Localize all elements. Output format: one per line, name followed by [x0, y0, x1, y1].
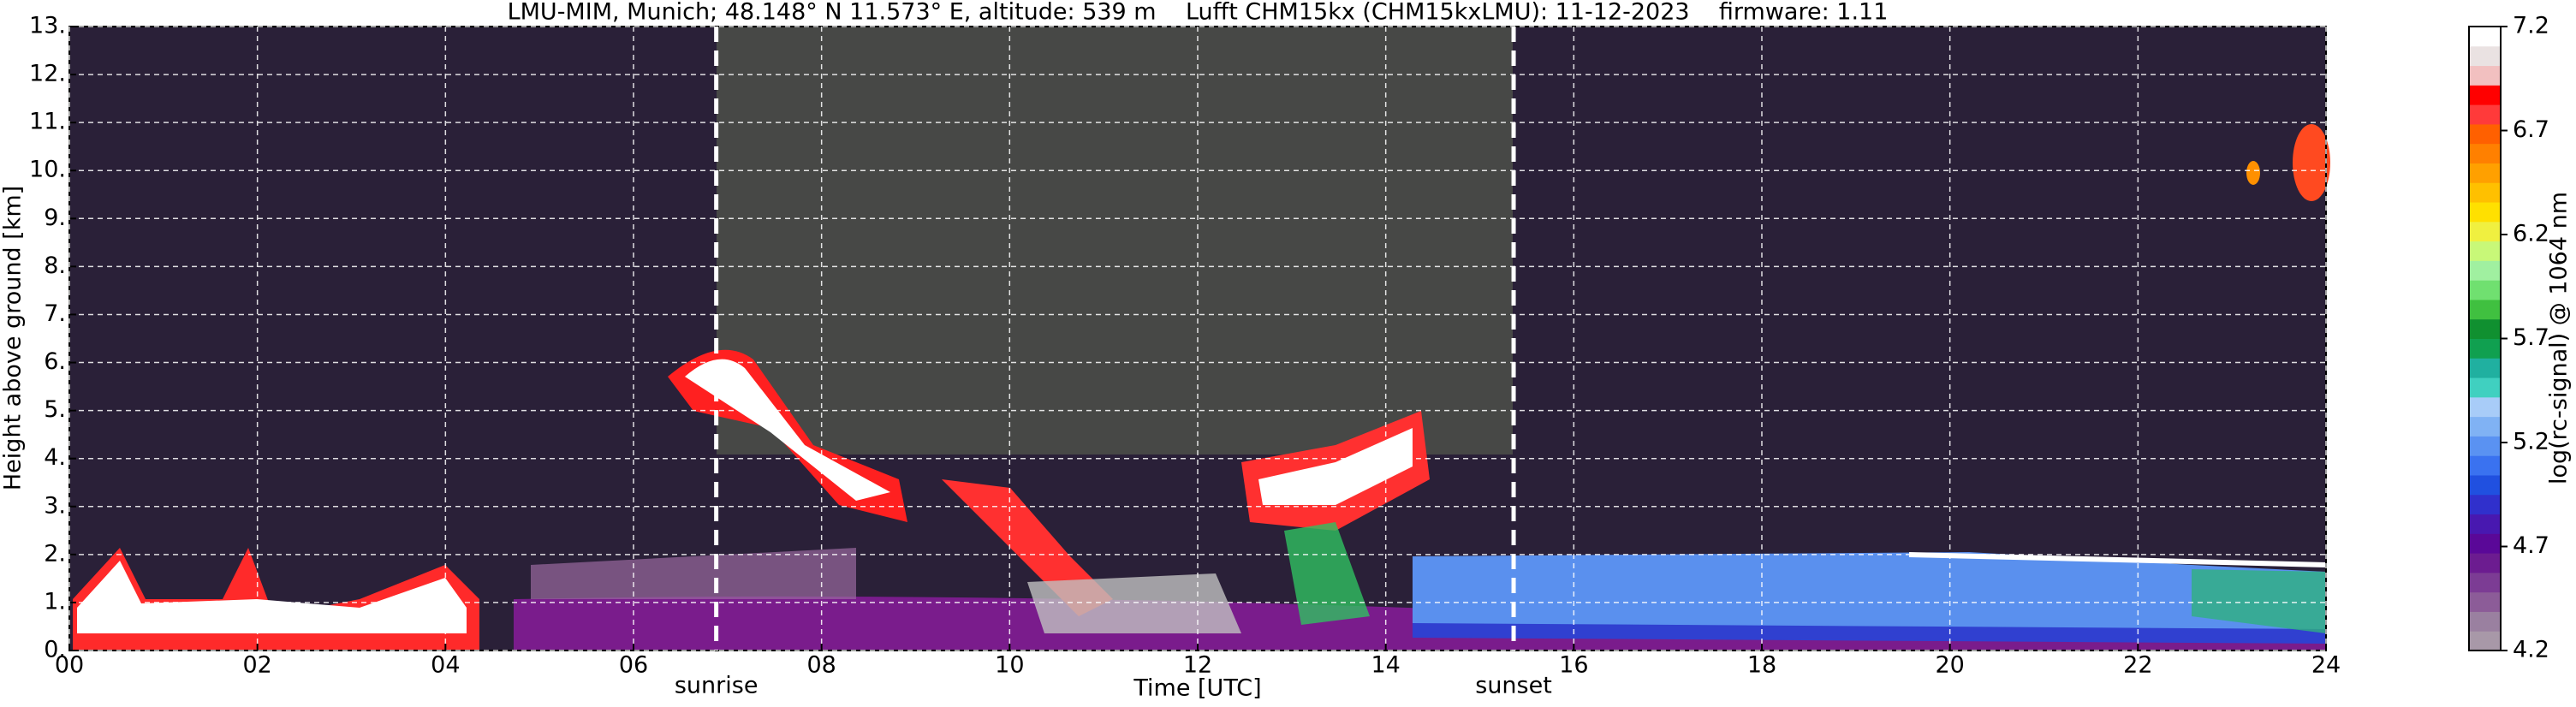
colorbar-band: [2469, 474, 2501, 496]
y-tick-label: 0.: [44, 637, 66, 663]
y-tick-label: 4.: [44, 444, 66, 471]
colorbar-band: [2469, 572, 2501, 593]
colorbar-tick-label: 5.7: [2513, 324, 2549, 351]
colorbar-band: [2469, 436, 2501, 456]
x-tick-label: 22: [2123, 652, 2152, 679]
colorbar-band: [2469, 27, 2501, 47]
colorbar-band: [2469, 202, 2501, 223]
colorbar-band: [2469, 318, 2501, 339]
colorbar-band: [2469, 377, 2501, 398]
cloud: [2293, 124, 2330, 201]
colorbar-band: [2469, 280, 2501, 300]
boundary-layer: [2192, 569, 2326, 633]
colorbar-band: [2469, 553, 2501, 573]
colorbar-band: [2469, 45, 2501, 67]
cloud: [2246, 161, 2260, 185]
boundary-layer: [1413, 552, 2326, 633]
colorbar-band: [2469, 611, 2501, 632]
colorbar-band: [2469, 338, 2501, 359]
colorbar-tick-label: 4.2: [2513, 637, 2549, 663]
y-axis-label: Height above ground [km]: [0, 186, 27, 490]
annotation-label: sunset: [1475, 673, 1552, 699]
cloud: [1258, 428, 1413, 505]
x-axis-label: Time [UTC]: [1133, 675, 1261, 702]
colorbar-tick-label: 7.2: [2513, 13, 2549, 39]
y-tick-label: 1.: [44, 588, 66, 615]
cloud: [1027, 573, 1241, 633]
colorbar-band: [2469, 299, 2501, 320]
colorbar-label: log(rc-signal) @ 1064 nm: [2546, 192, 2573, 484]
colorbar-band: [2469, 358, 2501, 378]
colorbar-band: [2469, 241, 2501, 261]
colorbar-band: [2469, 591, 2501, 612]
colorbar-band: [2469, 123, 2501, 145]
cloud: [685, 359, 890, 501]
colorbar-tick-label: 6.2: [2513, 221, 2549, 247]
x-tick-label: 08: [806, 652, 836, 679]
x-tick-label: 12: [1183, 652, 1212, 679]
colorbar-band: [2469, 416, 2501, 437]
x-tick-label: 16: [1559, 652, 1588, 679]
heatmap: [69, 27, 2330, 651]
y-tick-label: 12.: [29, 61, 66, 87]
cloud: [1284, 522, 1370, 625]
x-tick-label: 14: [1371, 652, 1400, 679]
colorbar-tick-label: 5.2: [2513, 429, 2549, 455]
y-tick-label: 2.: [44, 540, 66, 567]
colorbar-band: [2469, 396, 2501, 418]
colorbar-band: [2469, 514, 2501, 534]
cloud: [77, 561, 467, 633]
y-tick-label: 6.: [44, 348, 66, 375]
daytime-noise: [717, 27, 1513, 454]
colorbar-band: [2469, 143, 2501, 163]
y-tick-label: 5.: [44, 396, 66, 423]
x-tick-label: 18: [1747, 652, 1776, 679]
x-tick-label: 10: [995, 652, 1024, 679]
x-tick-label: 06: [619, 652, 648, 679]
y-tick-label: 3.: [44, 492, 66, 519]
colorbar-band: [2469, 85, 2501, 105]
x-tick-label: 24: [2311, 652, 2341, 679]
y-tick-label: 13.: [29, 13, 66, 39]
boundary-layer: [1413, 623, 2326, 644]
colorbar-band: [2469, 104, 2501, 125]
colorbar-band: [2469, 221, 2501, 242]
colorbar-tick-label: 6.7: [2513, 116, 2549, 143]
y-tick-label: 9.: [44, 205, 66, 231]
y-tick-label: 8.: [44, 253, 66, 279]
y-tick-label: 7.: [44, 300, 66, 327]
annotation-label: sunrise: [675, 673, 759, 699]
colorbar-band: [2469, 65, 2501, 86]
colorbar-band: [2469, 260, 2501, 281]
aerosol-layer: [531, 548, 856, 599]
x-tick-label: 00: [55, 652, 84, 679]
chart-title: LMU-MIM, Munich; 48.148° N 11.573° E, al…: [508, 0, 1889, 26]
x-tick-label: 04: [431, 652, 460, 679]
y-tick-label: 10.: [29, 157, 66, 183]
layer-top: [1908, 552, 2327, 567]
colorbar-band: [2469, 533, 2501, 554]
y-tick-label: 11.: [29, 109, 66, 135]
x-tick-label: 02: [242, 652, 271, 679]
colorbar-tick-label: 4.7: [2513, 532, 2549, 559]
colorbar-band: [2469, 182, 2501, 203]
x-tick-label: 20: [1935, 652, 1964, 679]
colorbar-band: [2469, 631, 2501, 651]
colorbar-band: [2469, 455, 2501, 476]
colorbar-band: [2469, 494, 2501, 515]
colorbar-band: [2469, 163, 2501, 183]
